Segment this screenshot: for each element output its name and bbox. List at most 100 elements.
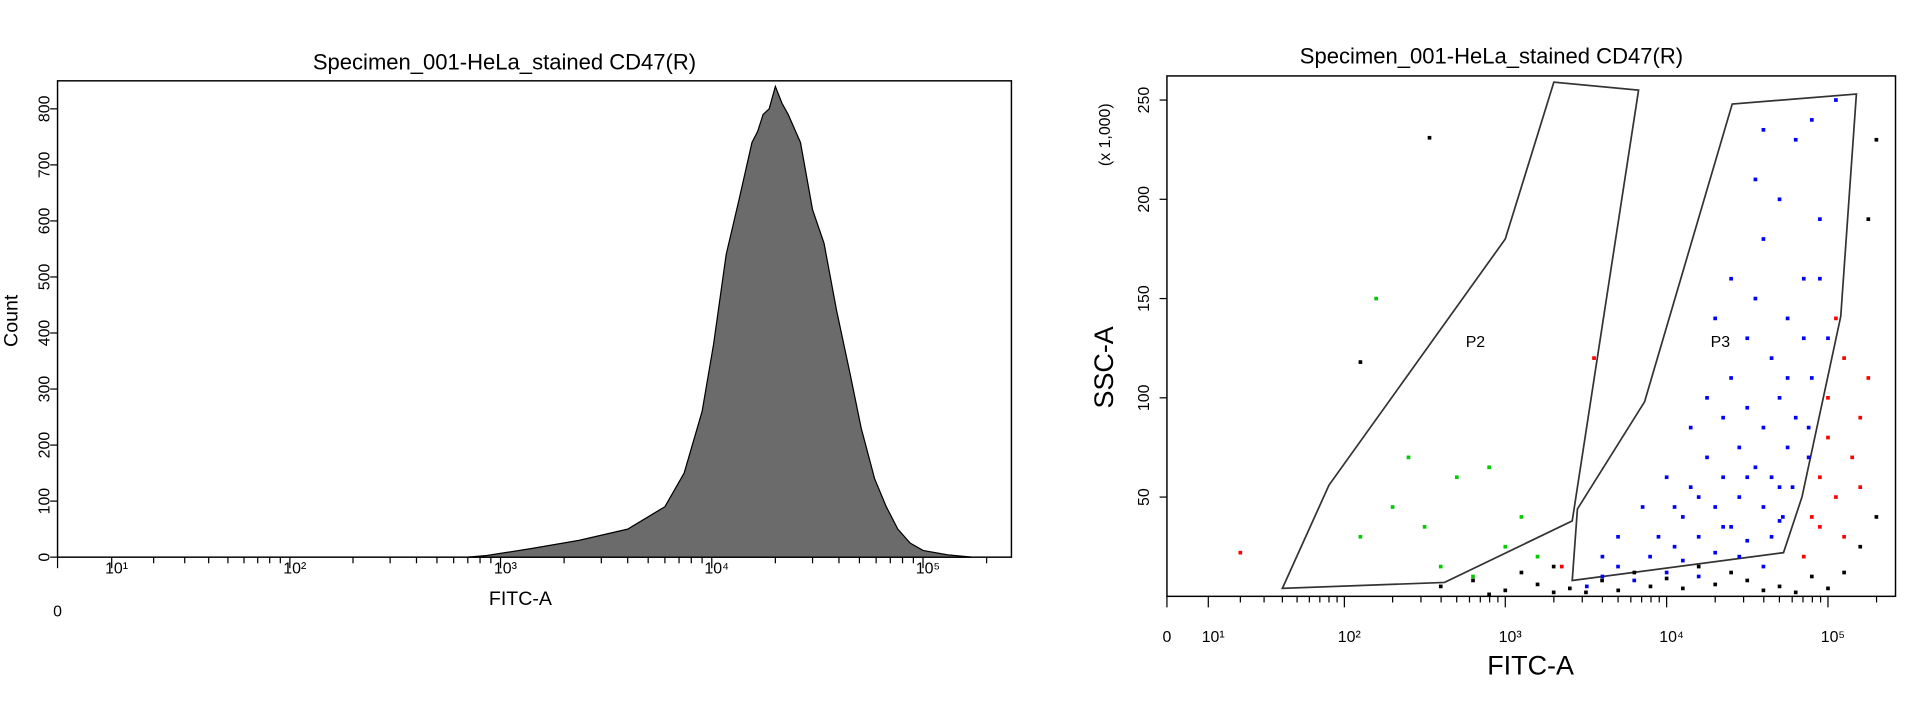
point [1745,538,1750,543]
point [1600,578,1604,583]
x-axis-label: FITC-A [489,588,553,610]
x-tick-label: 10⁴ [1659,629,1684,646]
point [1777,584,1782,589]
point [1705,395,1709,400]
point [1535,582,1540,587]
point [1551,590,1556,595]
point [1801,276,1806,281]
gate [1281,81,1640,590]
y-tick-label: 600 [37,208,54,235]
point [1632,578,1637,583]
point [1358,534,1363,539]
point [1696,534,1701,539]
point [1737,554,1742,559]
point [1809,376,1814,380]
point [1503,588,1508,593]
point [1592,356,1596,360]
point [1584,590,1588,595]
point [1858,485,1863,489]
point [1780,515,1785,519]
y-axis-label: Count [0,294,22,347]
x-tick-label: 10¹ [1202,629,1225,646]
point [1390,505,1395,509]
point [1826,395,1830,400]
point [1793,415,1798,420]
point [1790,485,1795,489]
point [1471,574,1475,579]
point [1688,485,1693,489]
y-tick-label: 300 [37,376,54,403]
point [1761,237,1766,241]
y-tick-label: 700 [37,151,54,178]
point [1616,588,1621,593]
point [1672,505,1677,509]
point [1769,356,1774,360]
point [1656,534,1661,539]
point [1737,445,1742,450]
point [1818,276,1822,281]
point [1487,592,1491,597]
point [1551,564,1556,569]
point [1834,495,1838,499]
point [1753,296,1758,301]
point [1761,505,1766,509]
point [1842,534,1846,539]
x-tick-label: 0 [53,603,62,620]
point [1729,276,1733,281]
point [1616,564,1620,569]
point [1745,405,1750,410]
point [1777,395,1782,400]
point [1745,475,1750,480]
point [1238,550,1243,555]
chart-title: Specimen_001-HeLa_stained CD47(R) [1300,43,1683,68]
point [1850,455,1855,460]
point [1559,564,1564,569]
point [1471,578,1475,583]
point [1696,564,1701,569]
point [1688,425,1693,430]
point [1406,455,1411,460]
x-tick-label: 10¹ [105,561,128,578]
x-tick-label: 0 [1163,629,1172,646]
point [1680,558,1685,563]
point [1600,574,1605,579]
point [1616,534,1620,539]
point [1793,590,1798,595]
point [1785,376,1790,380]
point [1777,197,1782,202]
point [1600,554,1605,559]
point [1769,475,1774,480]
point [1801,554,1806,559]
point [1721,525,1725,529]
point [1761,564,1766,569]
y-axis-label: SSC-A [1089,326,1119,408]
point [1680,586,1685,591]
point [1713,582,1718,587]
point [1519,515,1524,519]
point [1806,425,1811,430]
point [1680,515,1685,519]
point [1729,525,1733,529]
point [1567,586,1572,591]
point [1422,525,1427,529]
y-tick-label: 800 [37,95,54,122]
y-tick-label: 200 [1136,186,1153,213]
x-tick-label: 10² [1338,629,1361,646]
x-tick-label: 10⁵ [916,561,940,578]
point [1648,554,1652,559]
point [1584,584,1589,589]
y-tick-label: 250 [1136,87,1153,114]
point [1753,177,1758,182]
point [1793,137,1798,142]
y-tick-label: 50 [1136,488,1153,506]
point [1721,475,1725,480]
point [1806,455,1811,460]
x-tick-label: 10⁵ [1821,629,1845,646]
y-tick-label: 150 [1136,285,1153,312]
point [1842,570,1846,575]
point [1745,578,1750,583]
point [1826,586,1830,591]
y-tick-label: 200 [37,432,54,459]
point [1358,360,1363,364]
point [1818,217,1822,221]
